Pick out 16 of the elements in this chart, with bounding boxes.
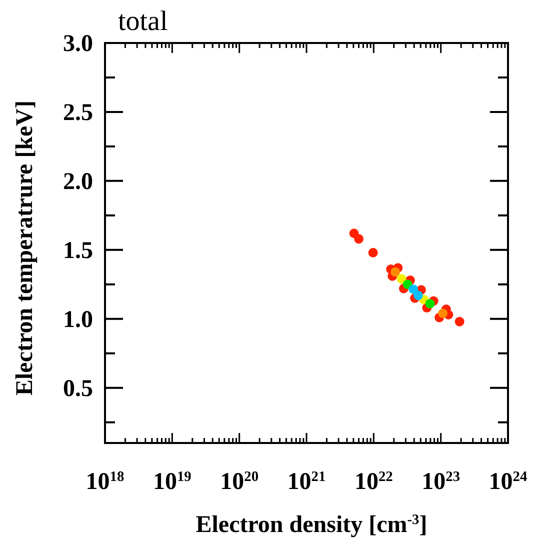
x-tick-label: 10$^{19}$ [152, 469, 192, 495]
y-tick-label: 0.5 [63, 376, 93, 402]
x-tick-label: 10$^{21}$ [287, 469, 326, 495]
y-axis-title: Electron temperatrure [keV] [12, 100, 38, 396]
y-tick-label: 1.0 [63, 306, 93, 333]
x-axis-title: Electron density [cm$^{-3}$] [196, 512, 428, 538]
y-tick-label: 2.5 [63, 100, 93, 126]
y-tick-label: 3.0 [63, 31, 93, 57]
chart-title: total [118, 6, 168, 37]
x-tick-label: 10$^{23}$ [422, 469, 460, 495]
x-tick-label: 10$^{22}$ [354, 469, 393, 495]
y-tick-label: 2.0 [63, 168, 93, 195]
y-tick-label: 1.5 [63, 238, 93, 264]
x-tick-label: 10$^{18}$ [86, 469, 124, 495]
x-tick-label: 10$^{20}$ [220, 469, 259, 495]
x-tick-label: 10$^{24}$ [488, 469, 528, 495]
